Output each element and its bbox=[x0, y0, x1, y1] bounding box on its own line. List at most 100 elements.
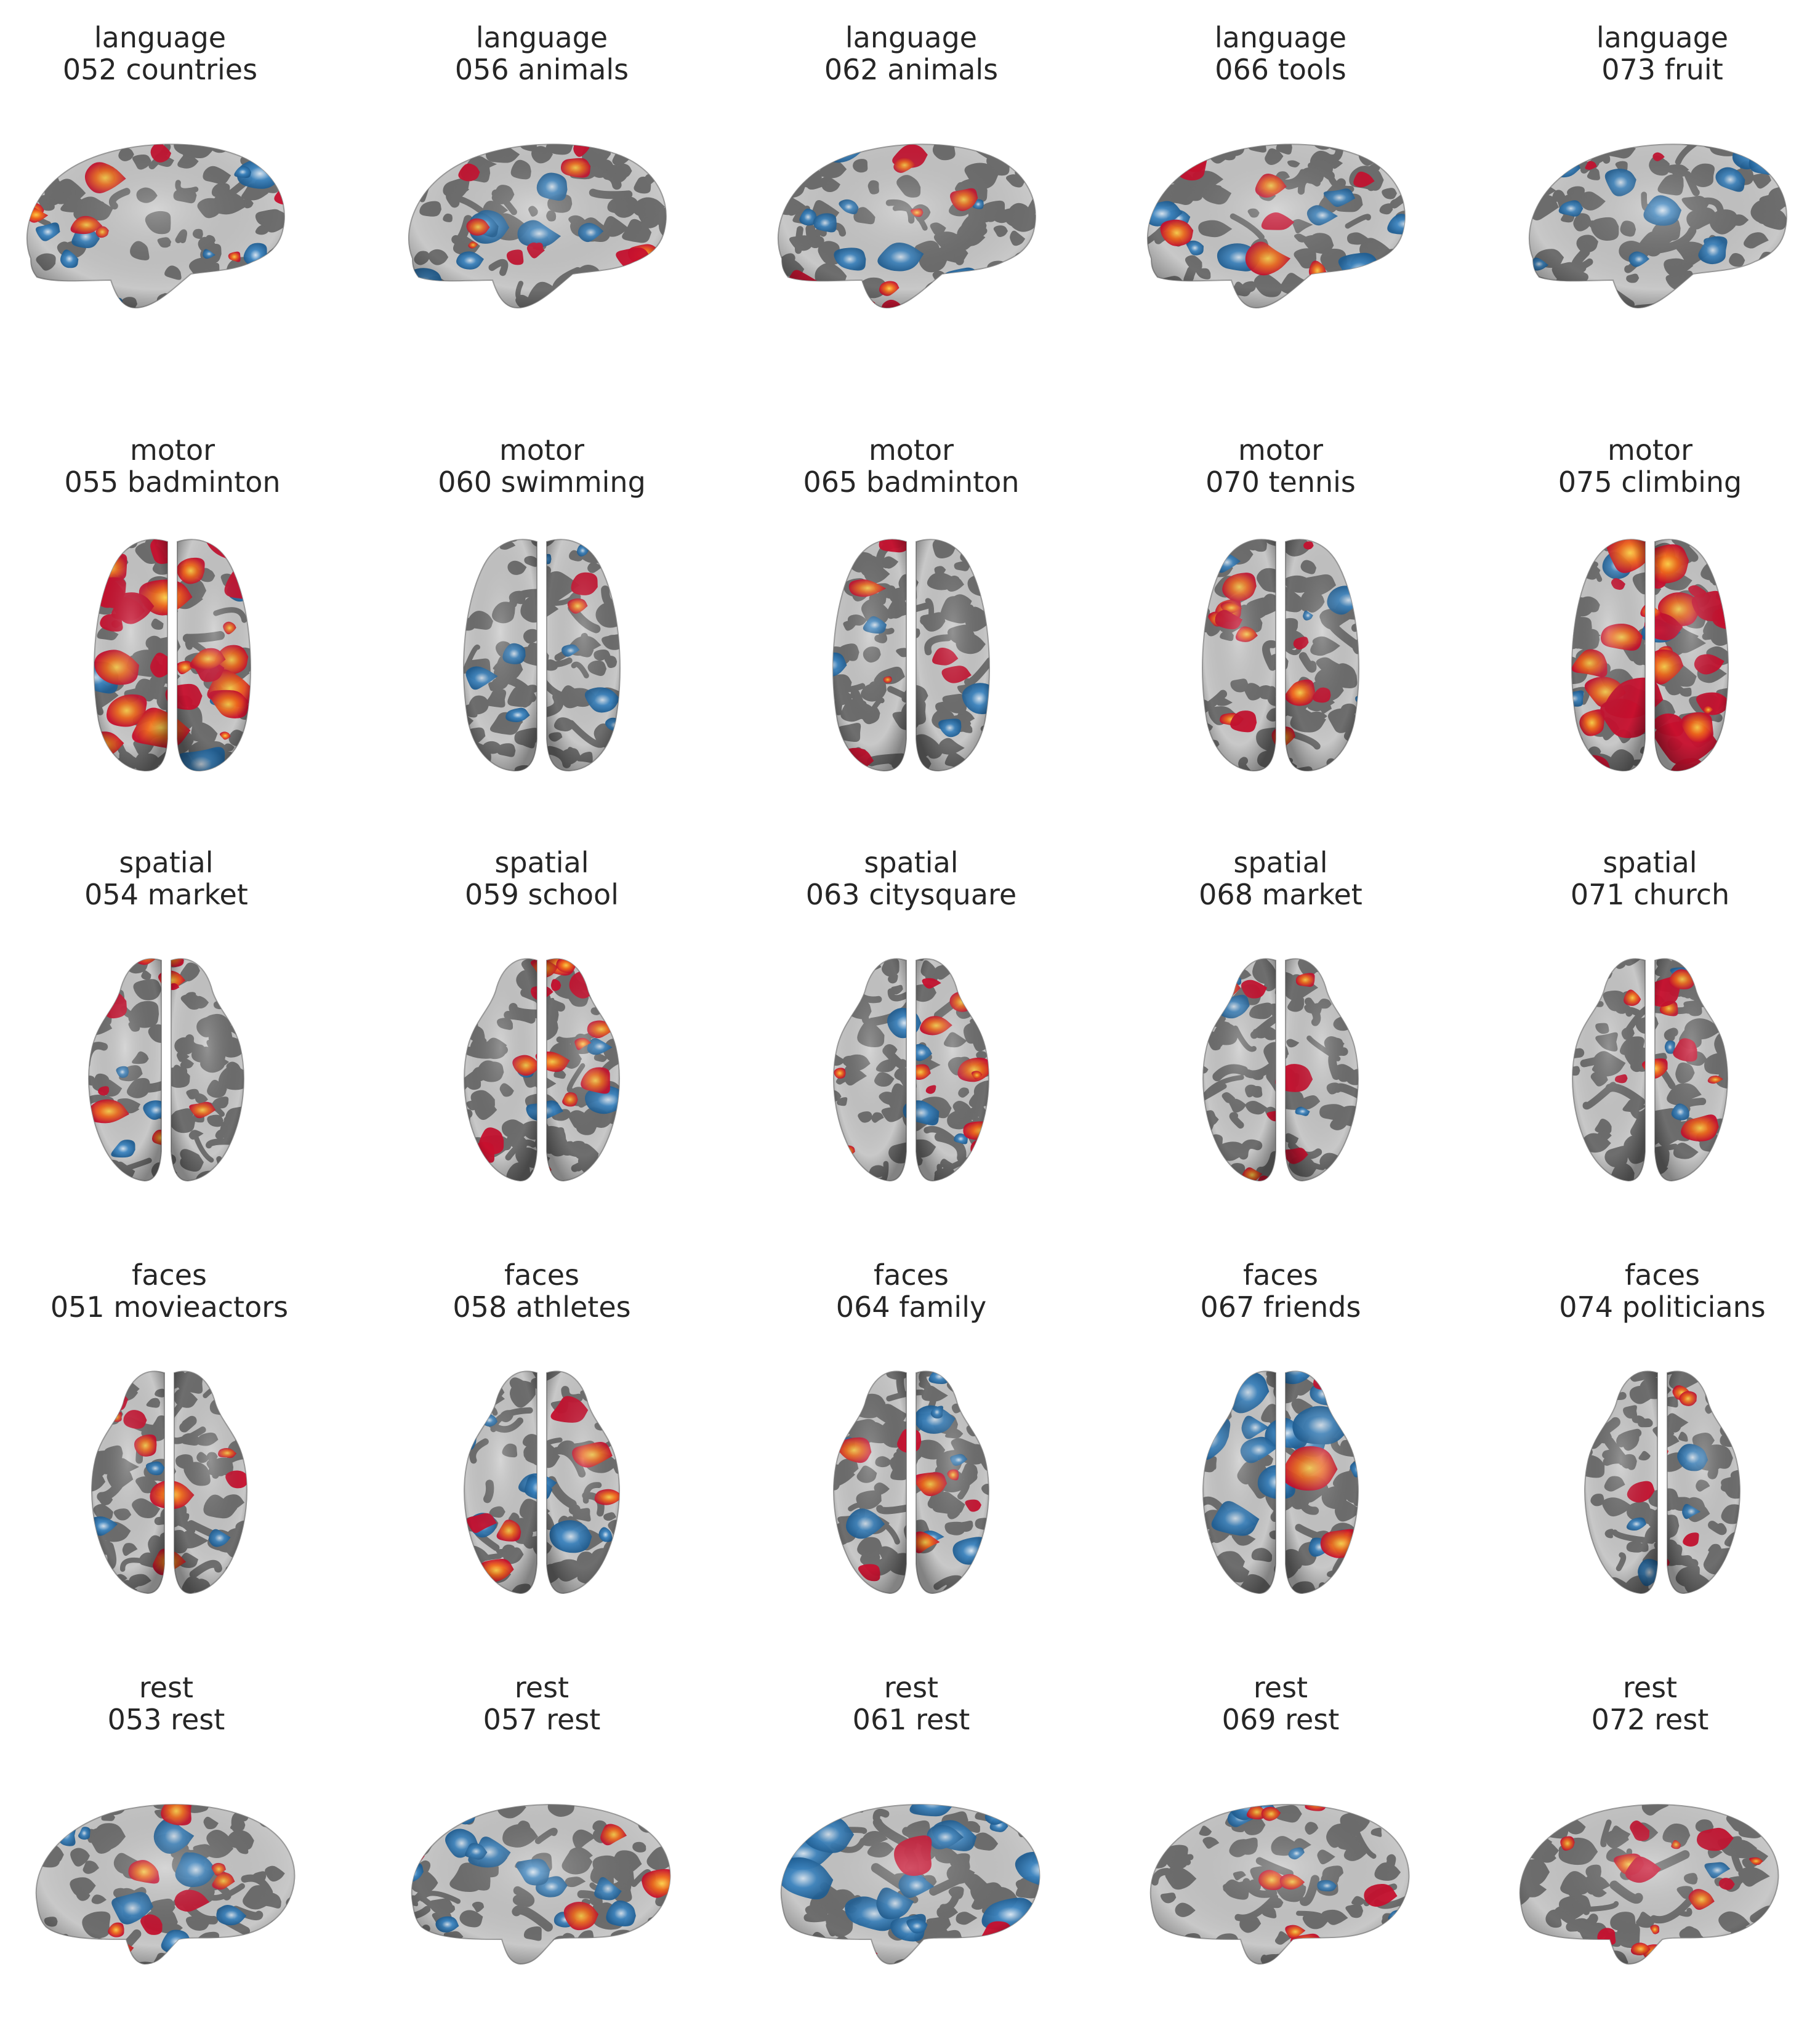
brain-surface-render bbox=[832, 539, 990, 772]
brain-panel: motor 075 climbing bbox=[1478, 412, 1799, 807]
brain-surface-render bbox=[1584, 1370, 1741, 1595]
brain-surface-render bbox=[1146, 143, 1406, 309]
brain-surface-render bbox=[1202, 1370, 1359, 1595]
brain-panel: spatial 054 market bbox=[0, 825, 339, 1219]
panel-category-label: language bbox=[1596, 21, 1729, 54]
brain-surface-render bbox=[1202, 958, 1359, 1182]
brain-panel: rest 053 rest bbox=[0, 1650, 339, 2044]
panel-category-label: rest bbox=[1622, 1671, 1678, 1704]
brain-surface-render bbox=[833, 958, 989, 1182]
brain-panel: rest 061 rest bbox=[739, 1650, 1084, 2044]
panel-category-label: rest bbox=[883, 1671, 939, 1704]
brain-panel: rest 072 rest bbox=[1478, 1650, 1799, 2044]
panel-run-label: 059 school bbox=[465, 878, 619, 911]
panel-category-label: language bbox=[475, 21, 608, 54]
brain-panel: language 052 countries bbox=[0, 0, 332, 394]
panel-category-label: spatial bbox=[864, 846, 959, 879]
panel-run-label: 068 market bbox=[1199, 878, 1362, 911]
brain-panel: motor 055 badminton bbox=[0, 412, 345, 807]
brain-panel: motor 065 badminton bbox=[739, 412, 1084, 807]
brain-surface-render bbox=[833, 1370, 989, 1595]
brain-surface-render bbox=[26, 143, 285, 309]
panel-category-label: motor bbox=[1238, 433, 1324, 467]
panel-run-label: 051 movieactors bbox=[50, 1290, 289, 1324]
brain-surface-render bbox=[88, 958, 244, 1182]
brain-panel: language 073 fruit bbox=[1490, 0, 1799, 394]
brain-surface-render bbox=[1519, 1804, 1779, 1965]
panel-run-label: 058 athletes bbox=[453, 1290, 631, 1324]
panel-category-label: faces bbox=[1243, 1258, 1318, 1292]
panel-category-label: language bbox=[94, 21, 227, 54]
panel-category-label: motor bbox=[1607, 433, 1693, 467]
panel-category-label: spatial bbox=[1603, 846, 1697, 879]
panel-run-label: 073 fruit bbox=[1601, 53, 1723, 86]
panel-category-label: spatial bbox=[119, 846, 214, 879]
brain-surface-render bbox=[464, 958, 620, 1182]
panel-run-label: 069 rest bbox=[1221, 1703, 1340, 1736]
brain-panel: spatial 059 school bbox=[369, 825, 714, 1219]
brain-surface-render bbox=[1528, 143, 1787, 309]
brain-panel: motor 070 tennis bbox=[1108, 412, 1453, 807]
brain-panel: faces 067 friends bbox=[1108, 1237, 1453, 1632]
brain-surface-render bbox=[1202, 539, 1359, 772]
brain-surface-render bbox=[463, 539, 621, 772]
panel-run-label: 070 tennis bbox=[1205, 465, 1356, 499]
brain-panel: rest 057 rest bbox=[369, 1650, 714, 2044]
panel-run-label: 055 badminton bbox=[64, 465, 281, 499]
brain-surface-render bbox=[1572, 958, 1728, 1182]
panel-category-label: faces bbox=[504, 1258, 579, 1292]
brain-surface-render bbox=[1149, 1804, 1410, 1965]
brain-surface-render bbox=[780, 1804, 1040, 1965]
brain-surface-render bbox=[408, 143, 667, 309]
brain-panel: spatial 068 market bbox=[1108, 825, 1453, 1219]
brain-surface-render bbox=[91, 1370, 248, 1595]
panel-category-label: motor bbox=[499, 433, 585, 467]
brain-surface-render bbox=[35, 1804, 296, 1965]
brain-panel: language 062 animals bbox=[739, 0, 1084, 394]
panel-category-label: faces bbox=[874, 1258, 949, 1292]
panel-run-label: 054 market bbox=[84, 878, 248, 911]
panel-run-label: 052 countries bbox=[62, 53, 258, 86]
brain-panel: faces 058 athletes bbox=[369, 1237, 714, 1632]
brain-panel: spatial 071 church bbox=[1478, 825, 1799, 1219]
panel-category-label: language bbox=[1214, 21, 1347, 54]
panel-run-label: 064 family bbox=[835, 1290, 987, 1324]
panel-run-label: 067 friends bbox=[1200, 1290, 1361, 1324]
panel-run-label: 066 tools bbox=[1215, 53, 1346, 86]
panel-category-label: rest bbox=[139, 1671, 194, 1704]
panel-run-label: 053 rest bbox=[107, 1703, 225, 1736]
panel-category-label: spatial bbox=[494, 846, 589, 879]
brain-panel: spatial 063 citysquare bbox=[739, 825, 1084, 1219]
panel-run-label: 061 rest bbox=[852, 1703, 970, 1736]
panel-category-label: motor bbox=[129, 433, 215, 467]
panel-run-label: 072 rest bbox=[1591, 1703, 1709, 1736]
panel-category-label: language bbox=[845, 21, 978, 54]
panel-category-label: faces bbox=[1625, 1258, 1700, 1292]
brain-surface-render bbox=[464, 1370, 620, 1595]
brain-panel: faces 074 politicians bbox=[1490, 1237, 1799, 1632]
brain-surface-render bbox=[411, 1804, 671, 1965]
panel-category-label: motor bbox=[868, 433, 954, 467]
panel-run-label: 071 church bbox=[1570, 878, 1730, 911]
panel-run-label: 063 citysquare bbox=[805, 878, 1017, 911]
brain-panel: motor 060 swimming bbox=[369, 412, 714, 807]
panel-run-label: 057 rest bbox=[483, 1703, 601, 1736]
panel-category-label: spatial bbox=[1233, 846, 1328, 879]
brain-panel: faces 051 movieactors bbox=[0, 1237, 342, 1632]
brain-surface-render bbox=[1571, 539, 1729, 772]
panel-run-label: 074 politicians bbox=[1559, 1290, 1766, 1324]
panel-run-label: 062 animals bbox=[824, 53, 999, 86]
brain-surface-render bbox=[94, 539, 251, 772]
panel-category-label: rest bbox=[514, 1671, 569, 1704]
panel-category-label: rest bbox=[1253, 1671, 1308, 1704]
panel-run-label: 056 animals bbox=[454, 53, 629, 86]
brain-surface-render bbox=[777, 143, 1036, 309]
brain-panel: language 066 tools bbox=[1108, 0, 1453, 394]
brain-panel: language 056 animals bbox=[369, 0, 714, 394]
panel-run-label: 060 swimming bbox=[438, 465, 646, 499]
panel-run-label: 075 climbing bbox=[1558, 465, 1742, 499]
brain-panel: faces 064 family bbox=[739, 1237, 1084, 1632]
panel-category-label: faces bbox=[132, 1258, 207, 1292]
panel-run-label: 065 badminton bbox=[803, 465, 1020, 499]
